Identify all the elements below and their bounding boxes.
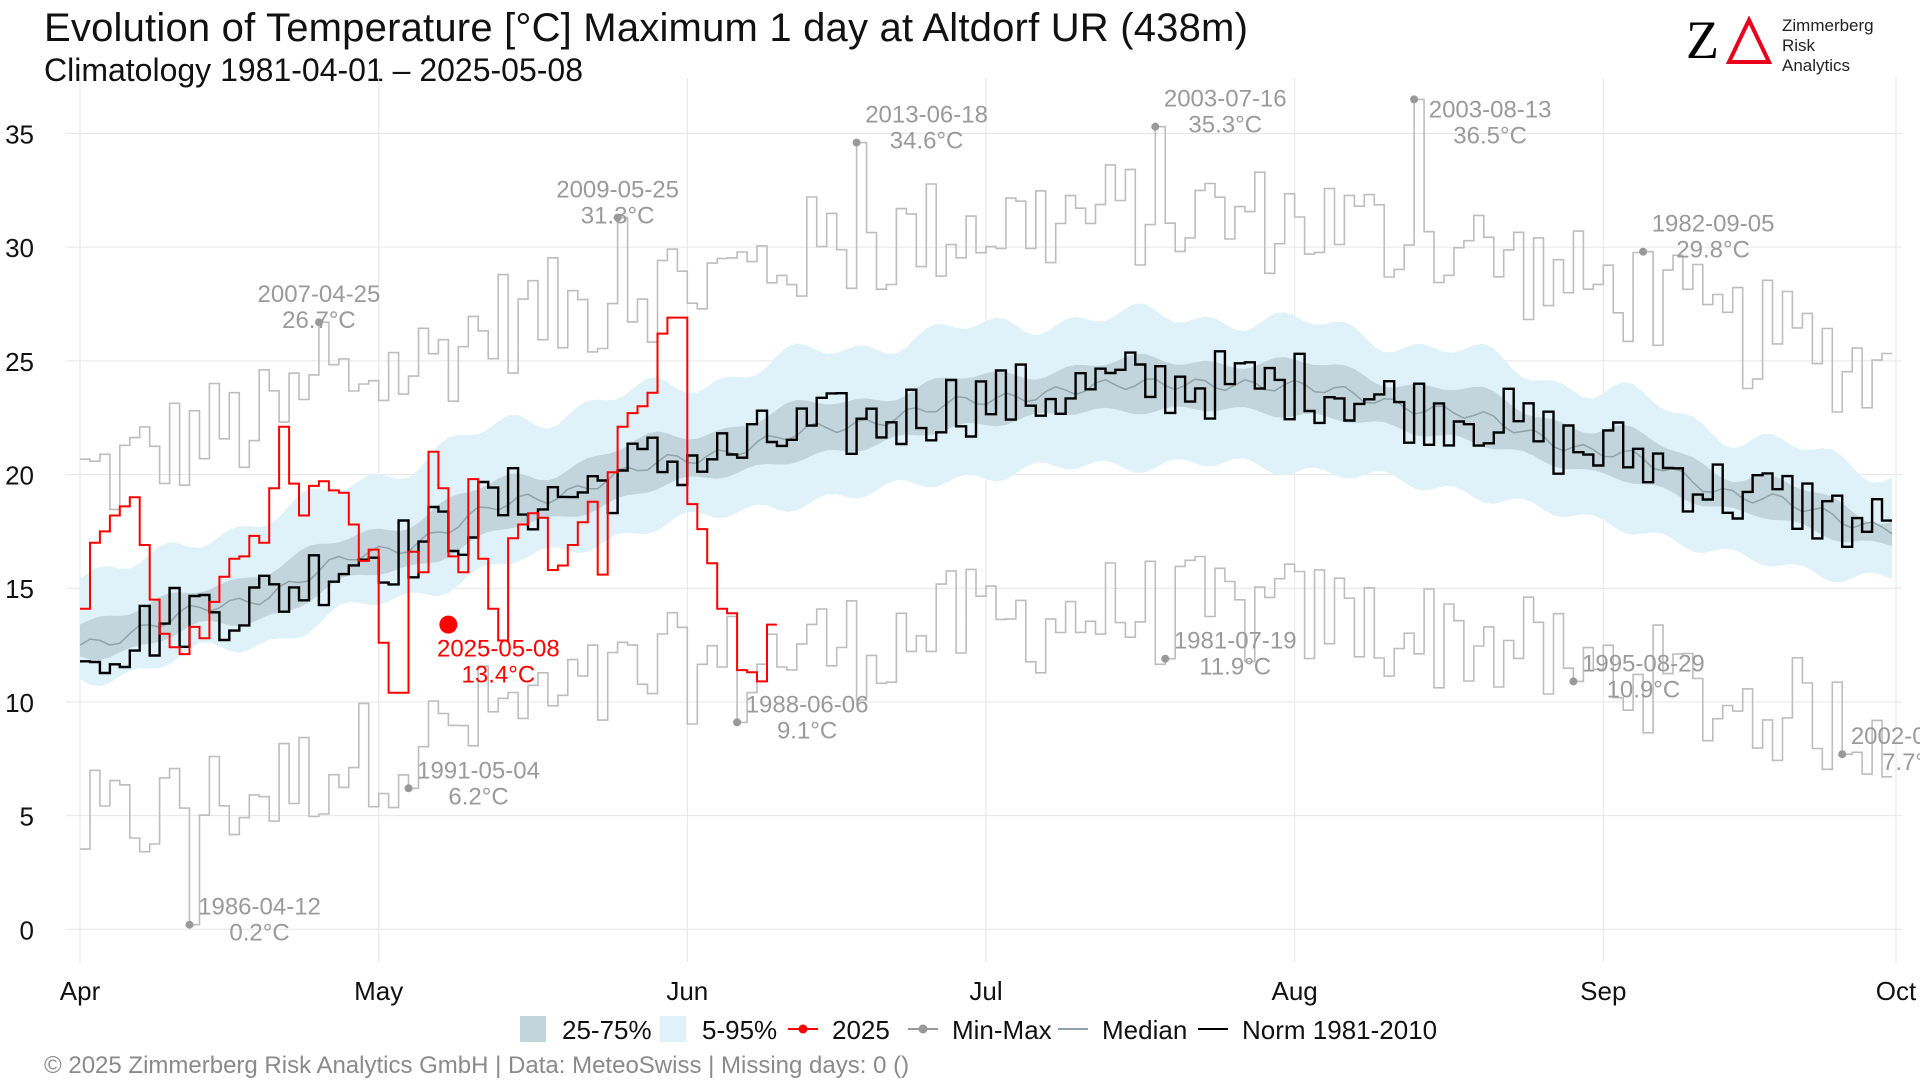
extreme-date-label: 1991-05-04: [417, 757, 540, 784]
current-value-label: 13.4°C: [462, 662, 536, 689]
extreme-value-label: 29.8°C: [1676, 237, 1750, 264]
max-line: [80, 98, 1892, 511]
extreme-point: [852, 138, 861, 147]
extreme-date-label: 2009-05-25: [556, 177, 679, 204]
x-tick-label: May: [354, 976, 403, 1006]
legend-label: 2025: [832, 1015, 890, 1045]
legend-label: Norm 1981-2010: [1242, 1015, 1437, 1045]
extreme-point: [404, 784, 413, 793]
extreme-value-label: 34.6°C: [890, 128, 964, 155]
chart-title: Evolution of Temperature [°C] Maximum 1 …: [44, 6, 1249, 50]
extreme-date-label: 1986-04-12: [198, 894, 321, 921]
current-date-label: 2025-05-08: [437, 636, 560, 663]
extreme-point: [1161, 654, 1170, 663]
legend-swatch-point: [918, 1024, 928, 1034]
x-tick-label: Sep: [1580, 976, 1626, 1006]
logo-line1: Zimmerberg: [1782, 16, 1874, 35]
legend-swatch: [660, 1016, 686, 1042]
extreme-value-label: 0.2°C: [229, 920, 289, 947]
extreme-point: [185, 920, 194, 929]
logo-text: Zimmerberg Risk Analytics: [1782, 16, 1886, 76]
series-2025-line: [80, 316, 777, 694]
extreme-value-label: 7.7°C: [1882, 749, 1920, 776]
extreme-value-label: 10.9°C: [1607, 676, 1681, 703]
extreme-point: [1838, 750, 1847, 759]
logo-line2: Risk Analytics: [1782, 36, 1851, 75]
extreme-point: [1639, 247, 1648, 256]
extreme-point: [1410, 95, 1419, 104]
y-tick-label: 0: [20, 915, 34, 945]
min-line: [80, 555, 1892, 926]
logo-delta-icon: [1726, 16, 1772, 64]
y-tick-label: 25: [5, 347, 34, 377]
x-tick-label: Oct: [1876, 976, 1917, 1006]
legend-label: Min-Max: [952, 1015, 1052, 1045]
extreme-value-label: 36.5°C: [1453, 122, 1527, 149]
temperature-chart: 0 5 10 15 20 25 30 35 Apr May Jun Jul Aug Sep Oct 1986-…: [5, 78, 1920, 1006]
x-tick-label: Apr: [60, 976, 101, 1006]
footer-credit: © 2025 Zimmerberg Risk Analytics GmbH | …: [44, 1052, 910, 1079]
extreme-date-label: 2013-06-18: [865, 102, 988, 129]
legend-item: 2025: [788, 1015, 890, 1045]
legend-label: 5-95%: [702, 1015, 777, 1045]
extreme-point: [1569, 677, 1578, 686]
extreme-value-label: 11.9°C: [1199, 654, 1271, 681]
chart-subtitle: Climatology 1981-04-01 – 2025-05-08: [44, 52, 584, 88]
legend-label: Median: [1102, 1015, 1187, 1045]
legend-label: 25-75%: [562, 1015, 652, 1045]
y-tick-label: 20: [5, 461, 34, 491]
extreme-value-label: 6.2°C: [448, 783, 508, 810]
extreme-date-label: 2002-09-25: [1851, 723, 1920, 750]
chart-legend: 25-75% 5-95% 2025 Min-Max Median Norm 1981-20…: [520, 1015, 1437, 1045]
extreme-value-label: 9.1°C: [777, 717, 837, 744]
extreme-point: [1151, 122, 1160, 131]
extreme-value-label: 35.3°C: [1188, 112, 1262, 139]
extreme-value-label: 31.3°C: [581, 203, 655, 230]
extreme-date-label: 2003-08-13: [1429, 96, 1552, 123]
y-tick-label: 5: [20, 802, 34, 832]
legend-item: 25-75%: [520, 1015, 652, 1045]
logo-mark: Z: [1686, 10, 1719, 70]
extreme-value-label: 26.7°C: [282, 307, 356, 334]
norm-line: [80, 350, 1892, 675]
extreme-date-label: 1995-08-29: [1582, 650, 1705, 677]
company-logo: Z Zimmerberg Risk Analytics: [1686, 10, 1886, 75]
legend-item: Norm 1981-2010: [1198, 1015, 1437, 1045]
extreme-date-label: 2007-04-25: [258, 281, 381, 308]
legend-item: Median: [1058, 1015, 1187, 1045]
x-tick-label: Jul: [969, 976, 1002, 1006]
legend-item: 5-95%: [660, 1015, 777, 1045]
y-tick-label: 10: [5, 688, 34, 718]
current-2025-point: [439, 615, 458, 634]
y-tick-label: 30: [5, 233, 34, 263]
extreme-date-label: 1982-09-05: [1652, 211, 1775, 238]
extreme-point: [314, 318, 323, 327]
extreme-date-label: 2003-07-16: [1164, 86, 1287, 113]
extreme-point: [733, 718, 742, 727]
x-tick-label: Aug: [1272, 976, 1318, 1006]
y-tick-label: 15: [5, 574, 34, 604]
band-25-75: [80, 353, 1892, 661]
y-tick-label: 35: [5, 119, 34, 149]
legend-swatch: [520, 1016, 546, 1042]
legend-swatch-point: [798, 1024, 808, 1034]
x-tick-label: Jun: [666, 976, 708, 1006]
legend-item: Min-Max: [908, 1015, 1052, 1045]
extreme-date-label: 1988-06-06: [746, 691, 869, 718]
extreme-date-label: 1981-07-19: [1174, 628, 1297, 655]
extreme-point: [613, 213, 622, 222]
